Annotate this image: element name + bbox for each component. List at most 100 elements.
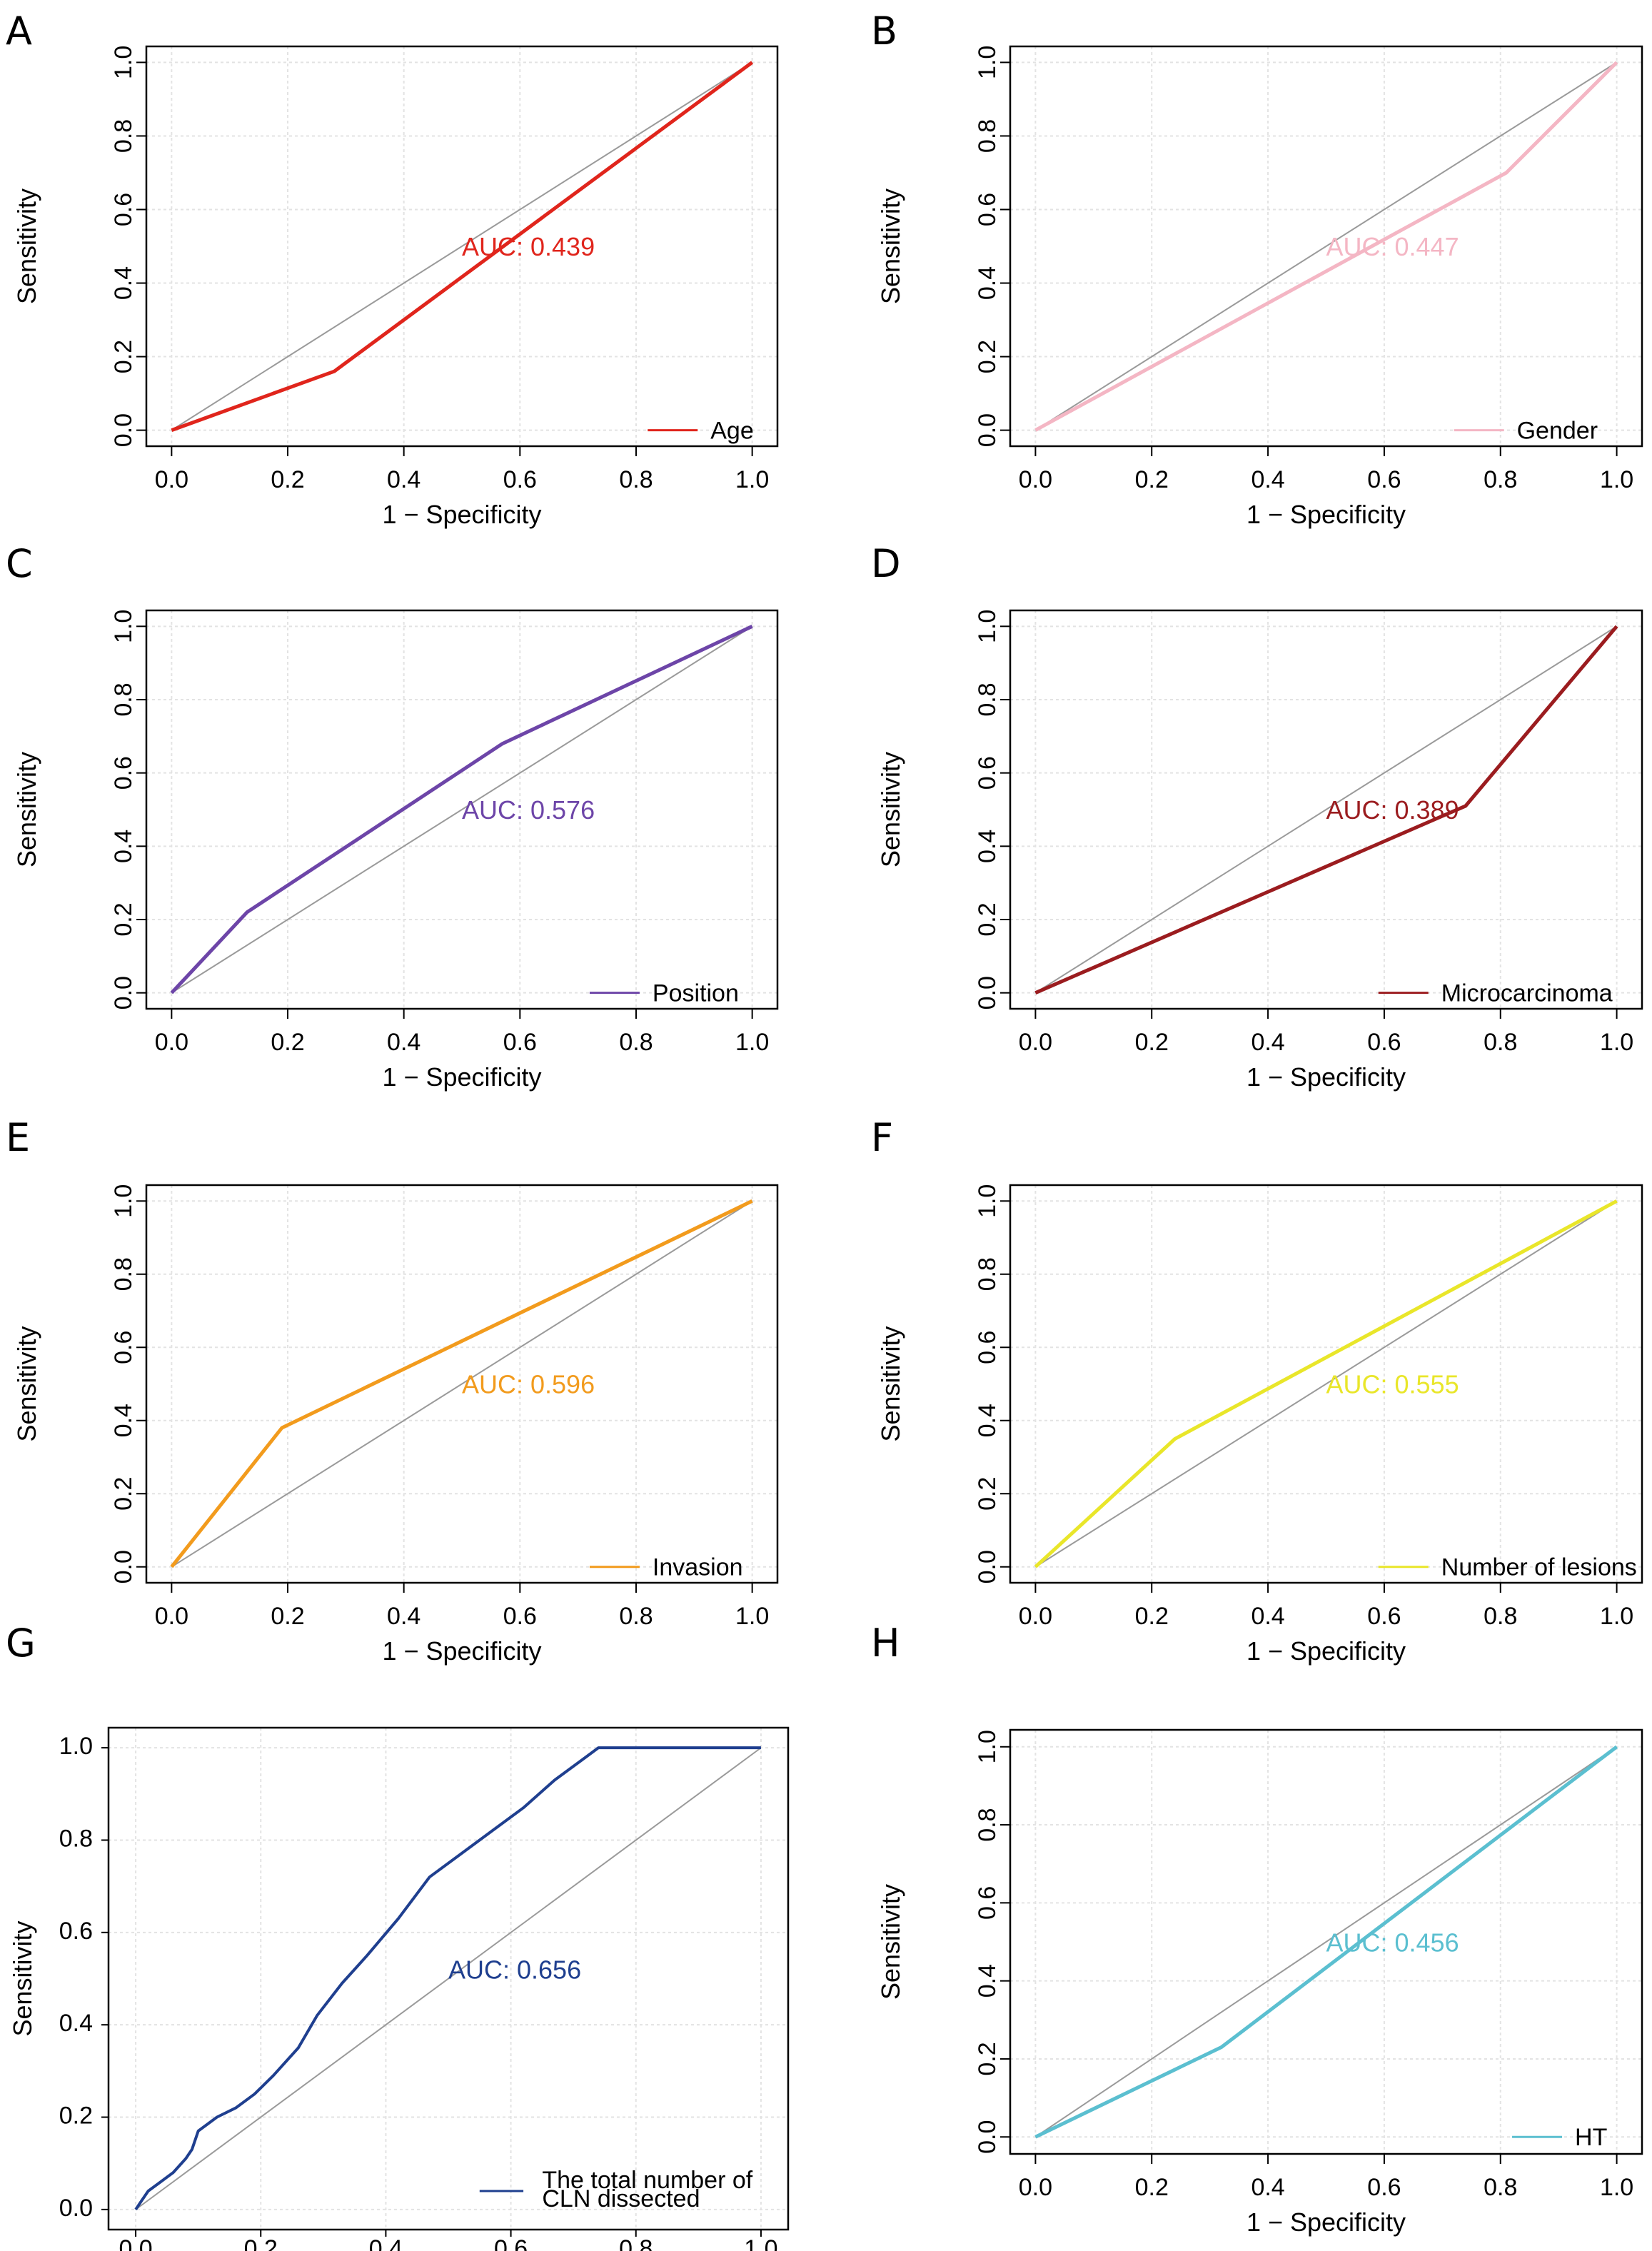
- y-axis-title: Sensitivity: [876, 1326, 905, 1441]
- x-tick-label: 0.4: [387, 1029, 420, 1056]
- x-tick-label: 0.4: [369, 2235, 403, 2251]
- x-tick-label: 0.6: [1367, 466, 1401, 493]
- legend-label: HT: [1575, 2124, 1607, 2151]
- legend-label: Position: [653, 980, 739, 1007]
- x-tick-label: 0.2: [271, 1603, 304, 1630]
- x-tick-label: 1.0: [1600, 1029, 1633, 1056]
- x-tick-label: 0.0: [155, 466, 188, 493]
- y-axis-title: Sensitivity: [12, 1326, 41, 1441]
- panel-letter: C: [6, 541, 33, 586]
- y-tick-label: 0.8: [974, 1257, 1001, 1291]
- auc-label: AUC: 0.656: [448, 1955, 581, 1985]
- legend-label: Invasion: [653, 1554, 743, 1581]
- x-tick-label: 0.8: [1484, 1603, 1517, 1630]
- y-tick-label: 0.2: [974, 340, 1001, 373]
- x-tick-label: 0.0: [1019, 466, 1052, 493]
- auc-label: AUC: 0.389: [1326, 795, 1459, 825]
- y-axis-title: Sensitivity: [876, 188, 905, 304]
- y-tick-label: 1.0: [110, 1184, 137, 1218]
- x-tick-label: 1.0: [735, 1029, 769, 1056]
- auc-label: AUC: 0.596: [462, 1369, 595, 1399]
- x-tick-label: 0.4: [1251, 1029, 1284, 1056]
- x-tick-label: 0.8: [1484, 466, 1517, 493]
- y-axis-title: Sensitivity: [876, 1884, 905, 2000]
- legend-label: Age: [710, 418, 753, 445]
- x-tick-label: 0.8: [619, 1603, 653, 1630]
- x-axis-title: 1 − Specificity: [1246, 1062, 1406, 1092]
- y-tick-label: 0.8: [110, 683, 137, 716]
- y-tick-label: 0.8: [110, 119, 137, 153]
- roc-panel-h: H 0.0 0.2 0.4 0.6 0.8 1.0 0.0 0.2 0.4 0.6 0.8 1.0 1 −…: [871, 1621, 1642, 2237]
- panel-letter: G: [6, 1621, 36, 1666]
- y-tick-label: 0.2: [110, 1477, 137, 1511]
- x-axis-title: 1 − Specificity: [1246, 2207, 1406, 2237]
- x-tick-label: 0.2: [271, 466, 304, 493]
- y-tick-label: 0.8: [974, 1808, 1001, 1841]
- x-tick-label: 0.0: [119, 2235, 152, 2251]
- x-tick-label: 0.6: [503, 1029, 537, 1056]
- auc-label: AUC: 0.439: [462, 232, 595, 261]
- x-tick-label: 0.0: [155, 1029, 188, 1056]
- x-tick-label: 0.8: [619, 2235, 653, 2251]
- y-tick-label: 1.0: [59, 1733, 93, 1760]
- y-tick-label: 1.0: [974, 1730, 1001, 1763]
- y-tick-label: 0.4: [110, 830, 137, 863]
- x-tick-label: 0.0: [155, 1603, 188, 1630]
- y-axis-title: Sensitivity: [12, 752, 41, 867]
- panel-letter: F: [871, 1115, 893, 1160]
- y-tick-label: 0.2: [974, 902, 1001, 936]
- y-tick-label: 0.4: [974, 266, 1001, 300]
- y-tick-label: 0.8: [974, 119, 1001, 153]
- y-tick-label: 0.8: [974, 683, 1001, 716]
- y-tick-label: 0.6: [974, 756, 1001, 790]
- x-tick-label: 0.0: [1019, 1029, 1052, 1056]
- x-tick-label: 0.4: [1251, 2174, 1284, 2201]
- x-tick-label: 0.8: [1484, 2174, 1517, 2201]
- y-tick-label: 0.0: [59, 2195, 93, 2222]
- x-axis-title: 1 − Specificity: [1246, 500, 1406, 529]
- y-axis-title: Sensitivity: [12, 188, 41, 304]
- y-tick-label: 1.0: [974, 46, 1001, 79]
- roc-panel-a: A 0.0 0.2 0.4 0.6 0.8 1.0 0.0 0.2 0.4 0.6 0.8 1.0 1 −…: [6, 9, 777, 529]
- x-axis-title: 1 − Specificity: [1246, 1636, 1406, 1666]
- panel-letter: H: [871, 1621, 900, 1666]
- y-axis-title: Sensitivity: [8, 1920, 37, 2036]
- y-tick-label: 0.0: [974, 976, 1001, 1009]
- x-tick-label: 0.2: [1135, 1603, 1169, 1630]
- x-tick-label: 0.6: [1367, 1029, 1401, 1056]
- x-tick-label: 0.8: [619, 1029, 653, 1056]
- y-tick-label: 0.4: [110, 1404, 137, 1437]
- y-tick-label: 0.8: [110, 1257, 137, 1291]
- x-tick-label: 0.2: [244, 2235, 278, 2251]
- y-tick-label: 0.2: [110, 902, 137, 936]
- x-tick-label: 0.0: [1019, 2174, 1052, 2201]
- legend-label-line-2: CLN dissected: [542, 2185, 700, 2212]
- x-tick-label: 0.6: [1367, 1603, 1401, 1630]
- x-axis-title: 1 − Specificity: [382, 500, 541, 529]
- y-tick-label: 0.6: [110, 193, 137, 226]
- roc-panel-f: F0.0 0.2 0.4 0.6 0.8 1.00.00.20.40.60.81.01 −…: [871, 1115, 1642, 1666]
- x-tick-label: 0.4: [1251, 466, 1284, 493]
- auc-label: AUC: 0.456: [1326, 1928, 1459, 1958]
- x-tick-label: 0.4: [387, 1603, 420, 1630]
- legend-label: Gender: [1517, 418, 1598, 445]
- y-tick-label: 0.0: [974, 2120, 1001, 2154]
- y-tick-label: 0.6: [110, 1331, 137, 1364]
- y-tick-label: 0.2: [974, 2042, 1001, 2075]
- x-axis-title: 1 − Specificity: [382, 1062, 541, 1092]
- roc-panel-c: C 0.0 0.2 0.4 0.6 0.8 1.0 0.0 0.2 0.4 0.6 0.8 1.0 1 −…: [6, 541, 777, 1092]
- x-tick-label: 0.2: [271, 1029, 304, 1056]
- x-tick-label: 0.8: [1484, 1029, 1517, 1056]
- x-tick-label: 0.0: [1019, 1603, 1052, 1630]
- y-tick-label: 1.0: [110, 46, 137, 79]
- x-tick-label: 0.8: [619, 466, 653, 493]
- y-tick-label: 0.6: [974, 193, 1001, 226]
- legend-label: Number of lesions: [1441, 1554, 1637, 1581]
- y-tick-label: 0.0: [974, 413, 1001, 447]
- y-tick-label: 1.0: [110, 610, 137, 643]
- y-tick-label: 0.6: [59, 1918, 93, 1945]
- x-tick-label: 0.6: [503, 1603, 537, 1630]
- x-tick-label: 0.2: [1135, 1029, 1169, 1056]
- x-tick-label: 1.0: [735, 466, 769, 493]
- panel-letter: A: [6, 9, 32, 54]
